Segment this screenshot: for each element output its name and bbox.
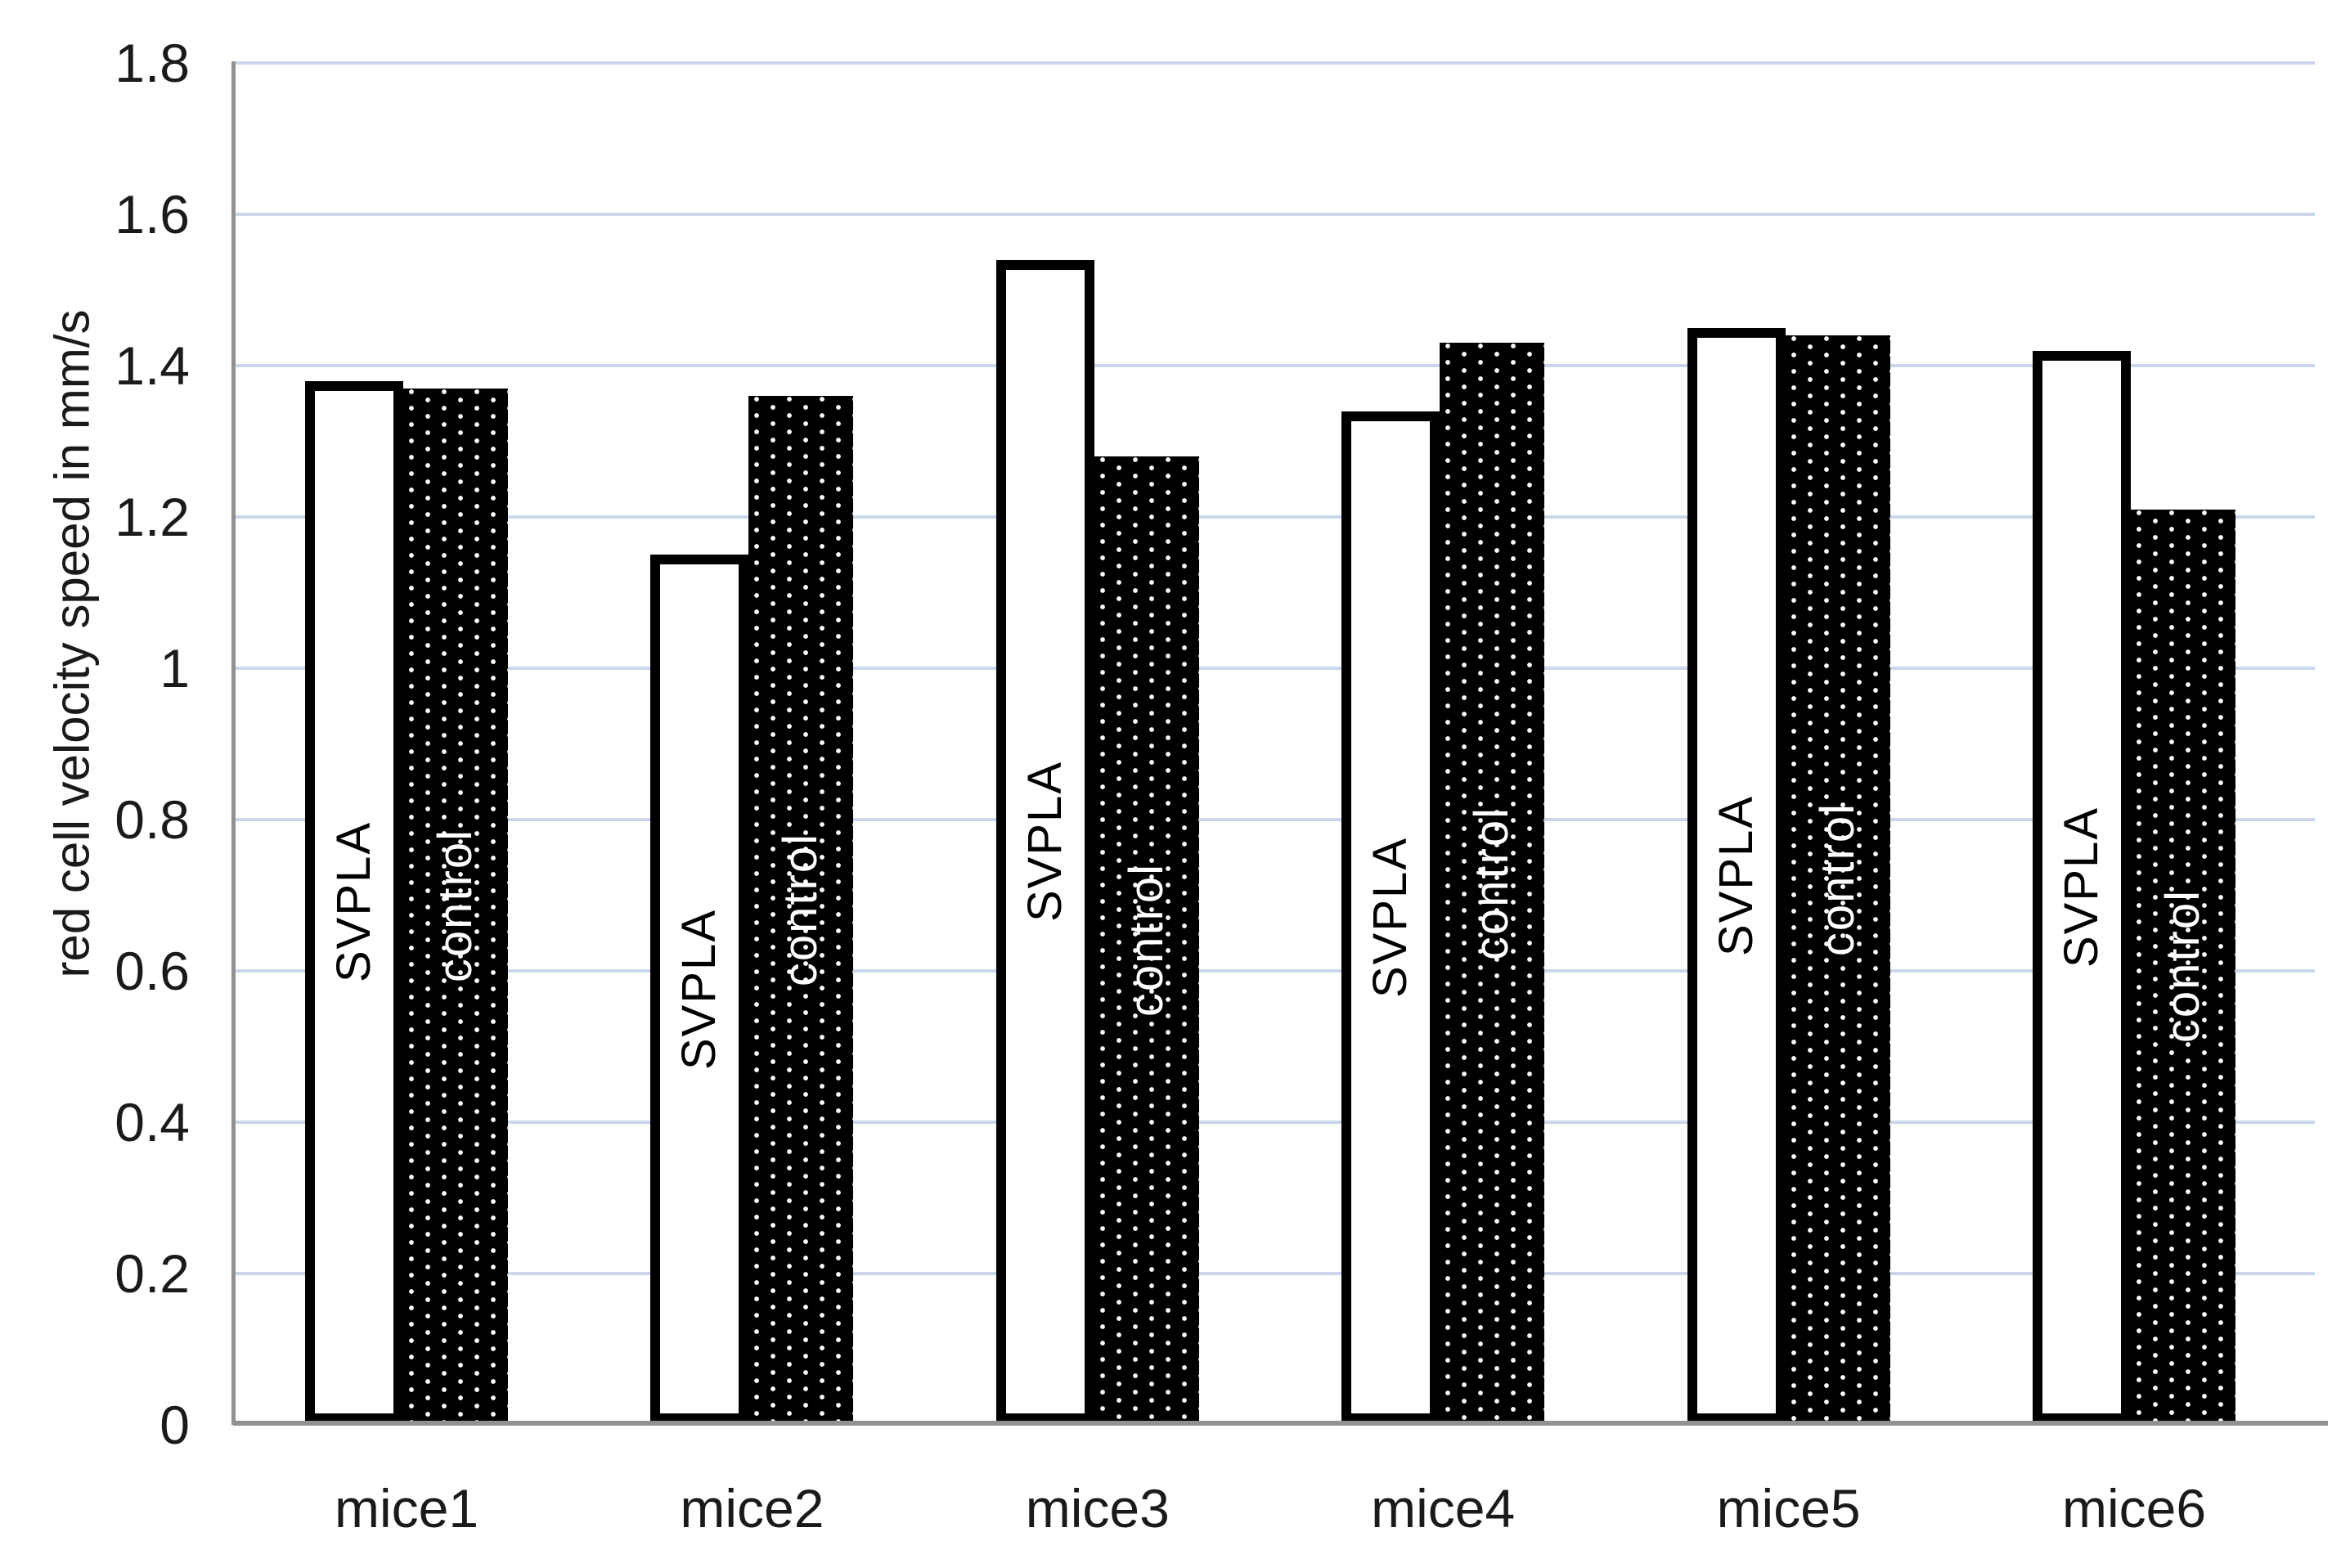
y-tick-label: 1.2 <box>115 487 190 547</box>
bar-label-svpla: SVPLA <box>1709 794 1763 956</box>
x-tick-label-mice6: mice6 <box>2061 1478 2207 1539</box>
bar-control-mice6: control <box>2131 509 2235 1423</box>
gridline-0.4 <box>233 1121 2315 1124</box>
bar-label-control: control <box>774 832 828 987</box>
bar-svpla-mice3: SVPLA <box>995 259 1094 1423</box>
bar-svpla-mice1: SVPLA <box>305 380 403 1423</box>
gridline-0.8 <box>233 818 2315 821</box>
y-tick-label: 1.6 <box>115 184 190 245</box>
bar-svpla-mice5: SVPLA <box>1687 327 1786 1423</box>
bar-label-svpla: SVPLA <box>2055 806 2108 968</box>
bar-label-svpla: SVPLA <box>327 821 380 983</box>
y-tick-label: 0 <box>160 1395 190 1455</box>
bar-control-mice4: control <box>1440 343 1545 1423</box>
gridline-1.6 <box>233 213 2315 216</box>
bar-label-control: control <box>2156 889 2209 1044</box>
x-axis-line <box>233 1421 2328 1426</box>
x-tick-label-mice5: mice5 <box>1716 1478 1861 1539</box>
bar-label-control: control <box>429 829 482 983</box>
y-tick-label: 1.8 <box>115 33 190 93</box>
bar-label-control: control <box>1465 806 1519 960</box>
y-tick-label: 1.4 <box>115 335 190 396</box>
bar-control-mice3: control <box>1094 456 1199 1423</box>
gridline-0.6 <box>233 969 2315 973</box>
y-tick-label: 0.8 <box>115 789 190 850</box>
bar-label-control: control <box>1810 802 1864 957</box>
y-tick-label: 0.2 <box>115 1243 190 1304</box>
x-tick-label-mice1: mice1 <box>334 1478 479 1539</box>
gridline-1.8 <box>233 61 2315 65</box>
y-tick-label: 0.6 <box>115 941 190 1001</box>
bar-svpla-mice4: SVPLA <box>1341 411 1440 1423</box>
gridline-1 <box>233 667 2315 670</box>
bar-control-mice2: control <box>748 396 854 1423</box>
bar-svpla-mice2: SVPLA <box>650 555 749 1423</box>
gridline-1.4 <box>233 364 2315 367</box>
bar-control-mice1: control <box>403 388 508 1423</box>
bar-label-svpla: SVPLA <box>1018 761 1072 923</box>
x-tick-label-mice4: mice4 <box>1371 1478 1516 1539</box>
bar-label-svpla: SVPLA <box>672 908 726 1070</box>
y-tick-label: 0.4 <box>115 1092 190 1152</box>
gridline-0.2 <box>233 1272 2315 1275</box>
bar-control-mice5: control <box>1785 335 1890 1423</box>
bar-svpla-mice6: SVPLA <box>2033 350 2131 1423</box>
y-axis-line <box>231 61 236 1425</box>
bar-label-control: control <box>1119 862 1173 1018</box>
x-tick-label-mice3: mice3 <box>1025 1478 1170 1539</box>
gridline-1.2 <box>233 515 2315 519</box>
bar-label-svpla: SVPLA <box>1364 836 1418 998</box>
x-tick-label-mice2: mice2 <box>680 1478 825 1539</box>
y-tick-label: 1 <box>160 638 190 699</box>
